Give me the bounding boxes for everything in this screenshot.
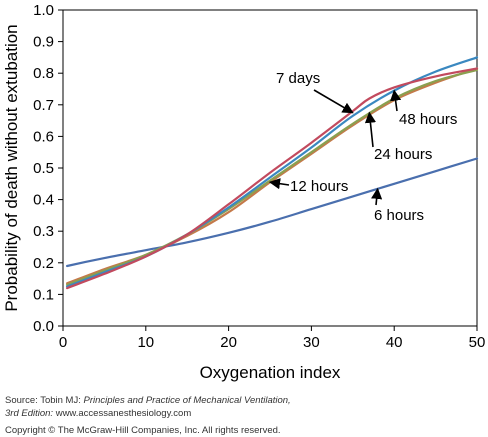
edition: 3rd Edition: [5, 408, 56, 419]
y-tick-label: 0.9 [33, 34, 54, 51]
y-tick-label: 0.6 [33, 128, 54, 145]
y-tick-label: 1.0 [33, 2, 54, 19]
annotation-arrow-12-hours [268, 178, 290, 190]
x-tick-label: 10 [137, 334, 154, 351]
y-tick-label: 0.5 [33, 160, 54, 177]
y-tick-label: 0.1 [33, 286, 54, 303]
x-tick-label: 40 [386, 334, 403, 351]
x-axis-label: Oxygenation index [200, 363, 341, 382]
series-line-7-days [66, 67, 479, 290]
y-tick-label: 0.3 [33, 223, 54, 240]
x-tick-label: 0 [59, 334, 67, 351]
y-tick-label: 0.4 [33, 192, 54, 209]
series-line-6-hours [66, 157, 479, 268]
x-tick-label: 50 [469, 334, 486, 351]
annotation-label-48-hours: 48 hours [399, 111, 457, 128]
annotation-arrow-24-hours [364, 111, 376, 148]
annotation-arrow-6-hours [371, 187, 383, 206]
edition-line: 3rd Edition: www.accessanesthesiology.co… [5, 408, 191, 420]
source-title: Principles and Practice of Mechanical Ve… [83, 395, 291, 406]
source-line: Source: Tobin MJ: Principles and Practic… [5, 395, 291, 407]
x-tick-label: 20 [220, 334, 237, 351]
annotation-label-7-days: 7 days [276, 70, 320, 87]
annotation-arrow-48-hours [390, 89, 402, 112]
x-tick-label: 30 [303, 334, 320, 351]
plot-frame [62, 9, 478, 327]
annotation-arrow-7-days [313, 89, 354, 114]
plot-area: 0.0 0.1 0.2 0.3 0.4 0.5 0.6 0.7 0.8 0.9 1.0 0 10 20 30… [2, 2, 485, 382]
annotation-label-6-hours: 6 hours [374, 207, 424, 224]
y-tick-label: 0.2 [33, 255, 54, 272]
copyright: Copyright © The McGraw-Hill Companies, I… [5, 425, 281, 436]
y-tick-label: 0.0 [33, 318, 54, 335]
y-tick-label: 0.8 [33, 65, 54, 82]
annotation-label-24-hours: 24 hours [374, 146, 432, 163]
source-prefix: Source: Tobin MJ: [5, 395, 84, 406]
y-axis-label: Probability of death without extubation [2, 24, 21, 311]
annotation-label-12-hours: 12 hours [290, 178, 348, 195]
y-tick-label: 0.7 [33, 97, 54, 114]
source-url: www.accessanesthesiology.com [55, 408, 192, 419]
chart: 0.0 0.1 0.2 0.3 0.4 0.5 0.6 0.7 0.8 0.9 1.0 0 10 20 30… [2, 2, 485, 382]
